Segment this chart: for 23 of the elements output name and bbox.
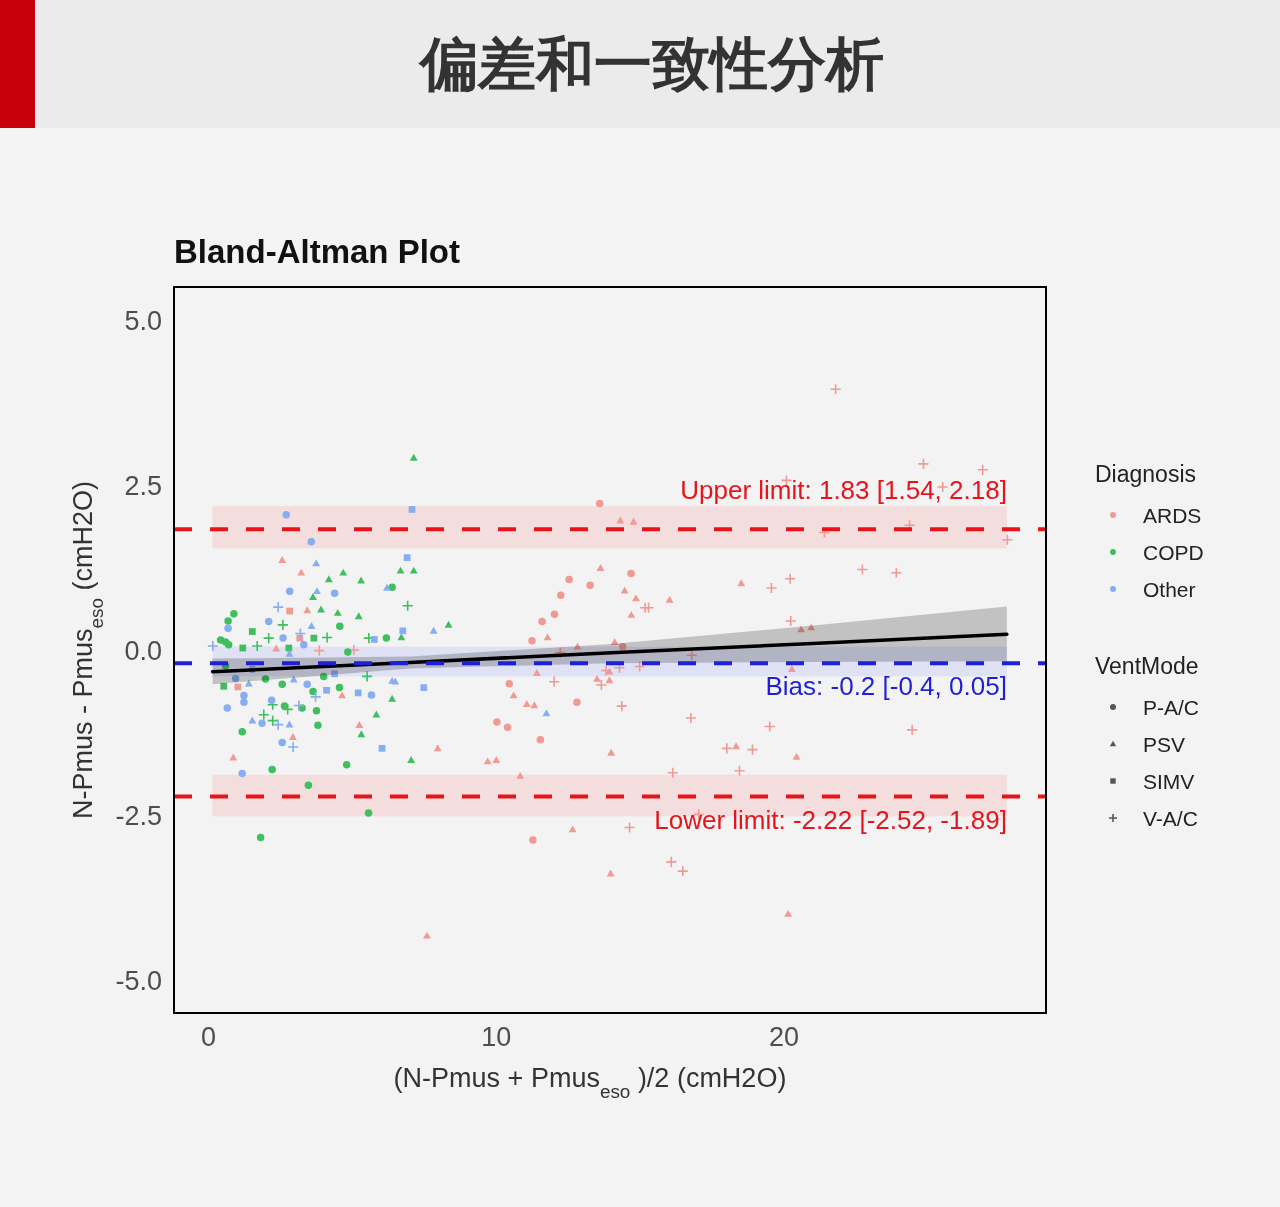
chart-title: 偏差和一致性分析 xyxy=(418,31,884,96)
y-tick-label: 5.0 xyxy=(124,305,162,336)
chart-subtitle: Bland-Altman Plot xyxy=(174,233,461,270)
legend-label: ARDS xyxy=(1143,503,1202,527)
x-axis-title: (N-Pmus + Pmus$_{eso}$ )/2 (cmH2O) xyxy=(393,1063,787,1102)
x-tick-label: 0 xyxy=(201,1022,217,1052)
legend-label: Other xyxy=(1143,577,1196,601)
ref-line-label: Lower limit: -2.22 [-2.52, -1.89] xyxy=(654,804,1007,835)
legend-label: P-A/C xyxy=(1143,695,1200,719)
y-tick-label: 2.5 xyxy=(124,470,162,501)
ref-line-label: Bias: -0.2 [-0.4, 0.05] xyxy=(765,671,1007,702)
legend-label: SIMV xyxy=(1143,769,1195,793)
text: VentMode xyxy=(1095,653,1199,679)
legend-label: COPD xyxy=(1143,540,1204,564)
text: Diagnosis xyxy=(1095,461,1196,487)
ref-line-label: Upper limit: 1.83 [1.54, 2.18] xyxy=(680,475,1007,506)
legend-label: V-A/C xyxy=(1143,806,1198,830)
y-tick-label: -2.5 xyxy=(115,800,162,831)
x-tick-label: 10 xyxy=(481,1022,512,1052)
x-tick-label: 20 xyxy=(769,1022,800,1052)
y-tick-label: 0.0 xyxy=(124,635,162,666)
legend-label: PSV xyxy=(1143,732,1186,756)
y-tick-label: -5.0 xyxy=(115,965,162,996)
